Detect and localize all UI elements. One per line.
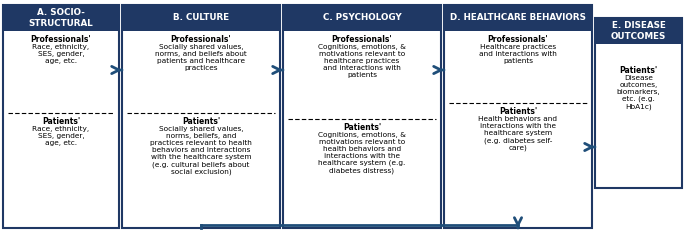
Text: Socially shared values,
norms, beliefs, and
practices relevant to health
behavio: Socially shared values, norms, beliefs, …: [150, 126, 252, 175]
Text: Professionals': Professionals': [488, 35, 549, 44]
Bar: [122, 5, 280, 228]
Text: Healthcare practices
and interactions with
patients: Healthcare practices and interactions wi…: [479, 44, 557, 64]
Bar: [3, 5, 119, 31]
Text: B. CULTURE: B. CULTURE: [173, 14, 229, 23]
Text: Socially shared values,
norms, and beliefs about
patients and healthcare
practic: Socially shared values, norms, and belie…: [155, 44, 247, 71]
Text: Patients': Patients': [499, 107, 537, 116]
Text: Cognitions, emotions, &
motivations relevant to
health behaviors and
interaction: Cognitions, emotions, & motivations rele…: [318, 132, 406, 174]
Text: E. DISEASE
OUTCOMES: E. DISEASE OUTCOMES: [611, 21, 667, 41]
Bar: [595, 18, 682, 188]
Text: Race, ethnicity,
SES, gender,
age, etc.: Race, ethnicity, SES, gender, age, etc.: [32, 44, 90, 64]
Text: Race, ethnicity,
SES, gender,
age, etc.: Race, ethnicity, SES, gender, age, etc.: [32, 126, 90, 146]
Text: Patients': Patients': [42, 117, 80, 126]
Text: Patients': Patients': [619, 66, 658, 75]
Text: Patients': Patients': [182, 117, 220, 126]
Text: Health behaviors and
interactions with the
healthcare system
(e.g. diabetes self: Health behaviors and interactions with t…: [479, 116, 558, 151]
Bar: [283, 5, 441, 31]
Text: C. PSYCHOLOGY: C. PSYCHOLOGY: [323, 14, 401, 23]
Bar: [444, 5, 592, 228]
Text: Disease
outcomes,
biomarkers,
etc. (e.g.
HbA1c): Disease outcomes, biomarkers, etc. (e.g.…: [616, 75, 660, 110]
Text: A. SOCIO-
STRUCTURAL: A. SOCIO- STRUCTURAL: [29, 8, 93, 28]
Text: Professionals': Professionals': [332, 35, 393, 44]
Text: Professionals': Professionals': [171, 35, 232, 44]
Bar: [595, 18, 682, 44]
Bar: [283, 5, 441, 228]
Text: Professionals': Professionals': [31, 35, 91, 44]
Text: Cognitions, emotions, &
motivations relevant to
healthcare practices
and interac: Cognitions, emotions, & motivations rele…: [318, 44, 406, 78]
Bar: [3, 5, 119, 228]
Bar: [444, 5, 592, 31]
Text: D. HEALTHCARE BEHAVIORS: D. HEALTHCARE BEHAVIORS: [450, 14, 586, 23]
Bar: [122, 5, 280, 31]
Text: Patients': Patients': [343, 123, 381, 132]
